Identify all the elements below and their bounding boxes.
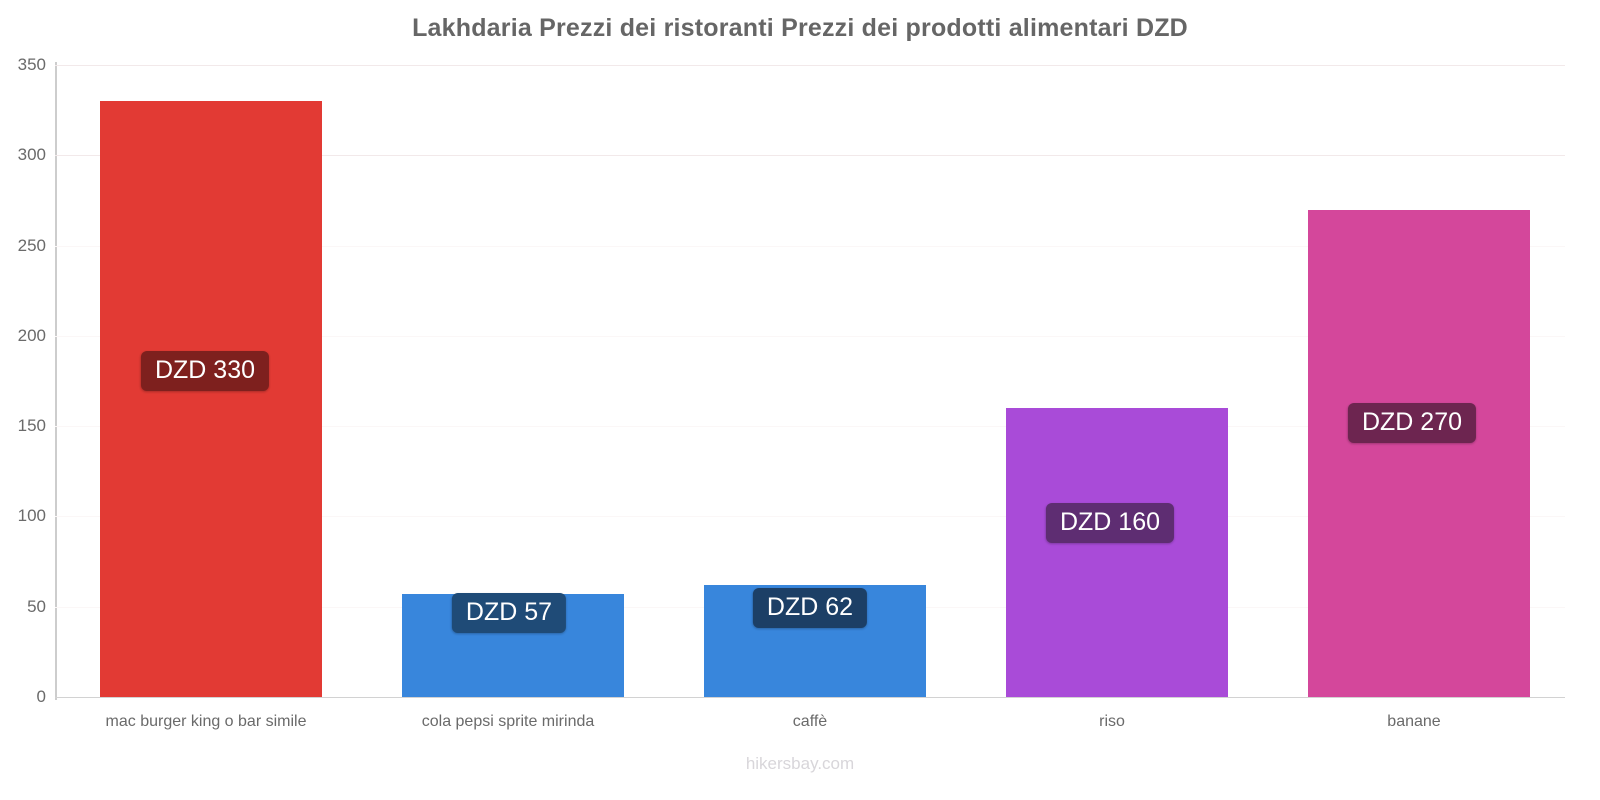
y-tick-150: 150 xyxy=(17,416,46,436)
y-tick-300: 300 xyxy=(17,145,46,165)
x-axis-line xyxy=(55,697,1565,698)
x-label-riso: riso xyxy=(1099,713,1125,730)
x-label-caffe: caffè xyxy=(792,713,828,730)
gridline-100 xyxy=(55,516,1565,517)
chart-title: Lakhdaria Prezzi dei ristoranti Prezzi d… xyxy=(412,14,1188,42)
value-label-caffe: DZD 62 xyxy=(752,588,868,628)
y-tick-50: 50 xyxy=(27,596,46,616)
y-tick-200: 200 xyxy=(17,325,46,345)
y-axis-tick-labels: 350 300 250 200 150 100 50 0 xyxy=(0,55,46,706)
y-tick-350: 350 xyxy=(17,55,46,74)
value-label-banane: DZD 270 xyxy=(1347,403,1477,443)
bar-mac-burger-king-o-bar-simile[interactable] xyxy=(100,101,322,697)
gridline-150 xyxy=(55,426,1565,427)
x-label-banane: banane xyxy=(1387,713,1441,730)
value-label-cola-pepsi-sprite-mirinda: DZD 57 xyxy=(451,593,567,633)
y-axis-line xyxy=(55,62,57,700)
gridline-200 xyxy=(55,336,1565,337)
gridline-250 xyxy=(55,246,1565,247)
source-watermark: hikersbay.com xyxy=(745,754,855,773)
value-label-riso: DZD 160 xyxy=(1045,503,1175,543)
x-label-mac-burger-king-o-bar-simile: mac burger king o bar simile xyxy=(105,713,307,730)
gridline-350 xyxy=(55,65,1565,66)
x-label-cola-pepsi-sprite-mirinda: cola pepsi sprite mirinda xyxy=(421,713,595,730)
bar-riso[interactable] xyxy=(1006,408,1228,697)
bar-banane[interactable] xyxy=(1308,209,1530,697)
y-tick-250: 250 xyxy=(17,235,46,255)
y-tick-0: 0 xyxy=(36,687,46,706)
plot-area xyxy=(55,65,1565,698)
value-label-mac-burger-king-o-bar-simile: DZD 330 xyxy=(140,351,270,391)
y-tick-100: 100 xyxy=(17,506,46,526)
gridline-300 xyxy=(55,155,1565,156)
